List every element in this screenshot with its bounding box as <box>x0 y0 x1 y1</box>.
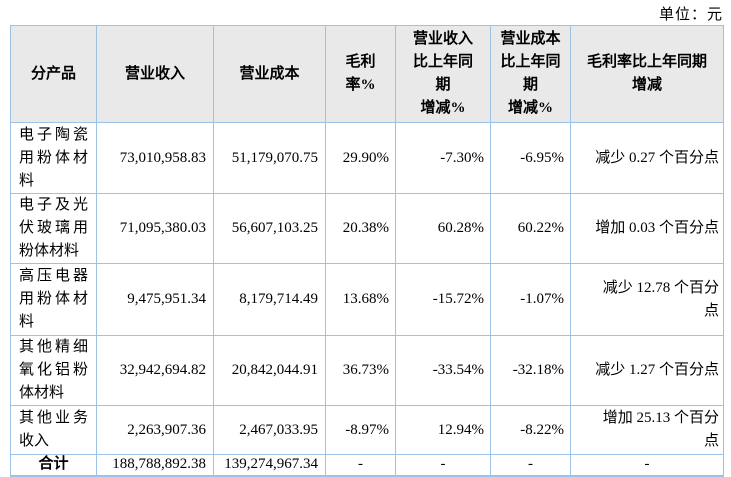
cell-gross-margin: 13.68% <box>325 263 396 336</box>
cell-revenue: 71,095,380.03 <box>96 193 214 264</box>
cell-total-cost: 139,274,967.34 <box>213 454 326 476</box>
cell-total-margin-yoy: - <box>570 454 724 476</box>
cell-cost: 8,179,714.49 <box>213 263 326 336</box>
cell-gross-margin: 20.38% <box>325 193 396 264</box>
column-header-gross-margin: 毛利 率% <box>325 25 396 123</box>
cell-cost: 51,179,070.75 <box>213 122 326 194</box>
cell-revenue-yoy: -7.30% <box>395 122 491 194</box>
cell-total-gross-margin: - <box>325 454 396 476</box>
column-header-cost-yoy: 营业成本 比上年同 期 增减% <box>490 25 571 123</box>
column-header-revenue-yoy: 营业收入 比上年同 期 增减% <box>395 25 491 123</box>
cell-total-revenue-yoy: - <box>395 454 491 476</box>
unit-label: 单位：元 <box>658 7 723 23</box>
column-header-product: 分产品 <box>10 25 97 123</box>
cell-cost: 20,842,044.91 <box>213 335 326 406</box>
cell-revenue-yoy: 12.94% <box>395 405 491 455</box>
column-header-margin-yoy: 毛利率比上年同期 增减 <box>570 25 724 123</box>
cell-gross-margin: 36.73% <box>325 335 396 406</box>
cell-revenue-yoy: 60.28% <box>395 193 491 264</box>
table-header-row: 分产品 营业收入 营业成本 毛利 率% 营业收入 比上年同 期 增减% 营业成本… <box>10 25 724 123</box>
cell-revenue: 32,942,694.82 <box>96 335 214 406</box>
cell-cost-yoy: -8.22% <box>490 405 571 455</box>
cell-total-cost-yoy: - <box>490 454 571 476</box>
cell-product-name: 其他精细氧化铝粉体材料 <box>10 335 97 406</box>
product-breakdown-table: 分产品 营业收入 营业成本 毛利 率% 营业收入 比上年同 期 增减% 营业成本… <box>10 25 724 477</box>
table-row: 其他精细氧化铝粉体材料 32,942,694.82 20,842,044.91 … <box>10 335 724 406</box>
cell-product-name: 电子陶瓷用粉体材料 <box>10 122 97 194</box>
cell-total-label: 合计 <box>10 454 97 476</box>
cell-cost-yoy: 60.22% <box>490 193 571 264</box>
cell-cost-yoy: -6.95% <box>490 122 571 194</box>
cell-revenue: 73,010,958.83 <box>96 122 214 194</box>
cell-total-revenue: 188,788,892.38 <box>96 454 214 476</box>
cell-gross-margin: 29.90% <box>325 122 396 194</box>
cell-margin-yoy: 增加 25.13 个百分点 <box>570 405 724 455</box>
column-header-revenue: 营业收入 <box>96 25 214 123</box>
cell-margin-yoy: 减少 12.78 个百分点 <box>570 263 724 336</box>
cell-cost: 2,467,033.95 <box>213 405 326 455</box>
cell-product-name: 电子及光伏玻璃用粉体材料 <box>10 193 97 264</box>
table-total-row: 合计 188,788,892.38 139,274,967.34 - - - - <box>10 454 724 476</box>
cell-product-name: 高压电器用粉体材料 <box>10 263 97 336</box>
table-row: 电子陶瓷用粉体材料 73,010,958.83 51,179,070.75 29… <box>10 122 724 194</box>
cell-cost-yoy: -32.18% <box>490 335 571 406</box>
table-row: 高压电器用粉体材料 9,475,951.34 8,179,714.49 13.6… <box>10 263 724 336</box>
cell-cost-yoy: -1.07% <box>490 263 571 336</box>
cell-cost: 56,607,103.25 <box>213 193 326 264</box>
table-row: 电子及光伏玻璃用粉体材料 71,095,380.03 56,607,103.25… <box>10 193 724 264</box>
cell-product-name: 其他业务收入 <box>10 405 97 455</box>
table-row: 其他业务收入 2,263,907.36 2,467,033.95 -8.97% … <box>10 405 724 455</box>
cell-revenue: 9,475,951.34 <box>96 263 214 336</box>
cell-margin-yoy: 减少 0.27 个百分点 <box>570 122 724 194</box>
cell-gross-margin: -8.97% <box>325 405 396 455</box>
cell-revenue-yoy: -15.72% <box>395 263 491 336</box>
cell-revenue: 2,263,907.36 <box>96 405 214 455</box>
column-header-cost: 营业成本 <box>213 25 326 123</box>
cell-margin-yoy: 增加 0.03 个百分点 <box>570 193 724 264</box>
cell-revenue-yoy: -33.54% <box>395 335 491 406</box>
cell-margin-yoy: 减少 1.27 个百分点 <box>570 335 724 406</box>
